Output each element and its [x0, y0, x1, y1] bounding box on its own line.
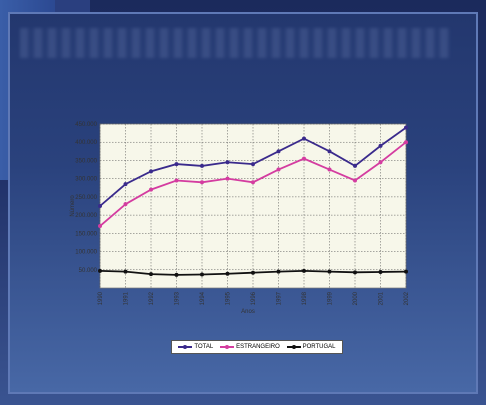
data-point-portugal	[123, 269, 128, 274]
data-point-total	[276, 149, 281, 154]
data-point-estrangeiro	[302, 156, 306, 161]
x-tick-label: 1995	[226, 291, 232, 305]
x-tick-label: 1999	[328, 291, 334, 305]
x-tick-label: 1991	[124, 291, 130, 305]
data-point-portugal	[98, 268, 102, 273]
data-point-estrangeiro	[276, 167, 281, 172]
legend-swatch	[220, 345, 235, 349]
x-tick-label: 1994	[200, 291, 206, 305]
data-point-total	[327, 149, 332, 154]
data-point-portugal	[276, 269, 281, 274]
data-point-total	[378, 143, 383, 148]
data-point-estrangeiro	[149, 187, 153, 192]
data-point-total	[123, 182, 128, 187]
legend-label: TOTAL	[194, 344, 214, 350]
data-point-estrangeiro	[200, 180, 204, 185]
x-tick-label: 1990	[98, 291, 104, 305]
data-point-estrangeiro	[225, 176, 230, 181]
x-tick-label: 2000	[353, 291, 359, 305]
data-point-estrangeiro	[327, 167, 332, 172]
legend-swatch	[178, 345, 193, 349]
data-point-total	[225, 160, 230, 165]
data-point-estrangeiro	[404, 140, 408, 145]
y-axis-title: Número	[70, 195, 76, 217]
x-tick-label: 2001	[379, 291, 385, 305]
legend-item-portugal: PORTUGAL	[286, 344, 336, 350]
data-point-total	[353, 163, 357, 168]
x-tick-label: 1996	[251, 291, 257, 305]
data-point-estrangeiro	[98, 224, 102, 229]
y-tick-label: 50.000	[79, 268, 98, 274]
blurred-header-text	[20, 28, 450, 58]
y-tick-label: 200.000	[75, 213, 97, 219]
data-point-portugal	[327, 269, 332, 274]
data-point-portugal	[200, 272, 204, 277]
data-point-total	[200, 163, 204, 168]
x-tick-label: 1997	[277, 291, 283, 305]
series-lines	[98, 125, 408, 277]
data-point-estrangeiro	[378, 160, 383, 165]
y-tick-label: 450.000	[75, 122, 97, 128]
data-point-portugal	[251, 270, 255, 275]
y-tick-label: 400.000	[75, 140, 97, 146]
data-point-portugal	[225, 271, 230, 276]
data-point-total	[404, 125, 408, 130]
x-tick-label: 2002	[404, 291, 410, 305]
x-axis-title: Anos	[241, 309, 255, 315]
legend-label: PORTUGAL	[302, 344, 336, 350]
data-point-estrangeiro	[174, 178, 179, 183]
data-point-portugal	[174, 272, 179, 277]
x-tick-label: 1992	[149, 291, 155, 305]
data-point-total	[251, 162, 255, 167]
legend-swatch	[286, 345, 301, 349]
data-point-total	[174, 162, 179, 167]
y-tick-label: 100.000	[75, 250, 97, 256]
data-point-portugal	[149, 272, 153, 277]
data-point-portugal	[353, 270, 357, 275]
data-point-total	[149, 169, 153, 174]
data-point-portugal	[404, 269, 408, 274]
data-point-estrangeiro	[353, 178, 357, 183]
y-tick-label: 300.000	[75, 177, 97, 183]
data-point-total	[302, 136, 306, 141]
x-tick-label: 1998	[302, 291, 308, 305]
y-axis-ticks: 450.000 400.000 350.000 300.000 250.000 200.0…	[75, 122, 97, 274]
legend-item-estrangeiro: ESTRANGEIRO	[220, 344, 280, 350]
y-tick-label: 250.000	[75, 195, 97, 201]
data-point-estrangeiro	[123, 202, 128, 207]
data-point-portugal	[378, 269, 383, 274]
y-tick-label: 150.000	[75, 231, 97, 237]
x-tick-label: 1993	[175, 291, 181, 305]
y-tick-label: 350.000	[75, 158, 97, 164]
data-point-estrangeiro	[251, 180, 255, 185]
x-axis-ticks: 1990 1991 1992 1993 1994 1995 1996 1997 1998 1999…	[98, 291, 410, 305]
legend-label: ESTRANGEIRO	[236, 344, 280, 350]
chart-legend: TOTAL ESTRANGEIRO PORTUGAL	[171, 340, 343, 354]
data-point-total	[98, 204, 102, 208]
legend-item-total: TOTAL	[178, 344, 213, 350]
data-point-portugal	[302, 268, 306, 273]
